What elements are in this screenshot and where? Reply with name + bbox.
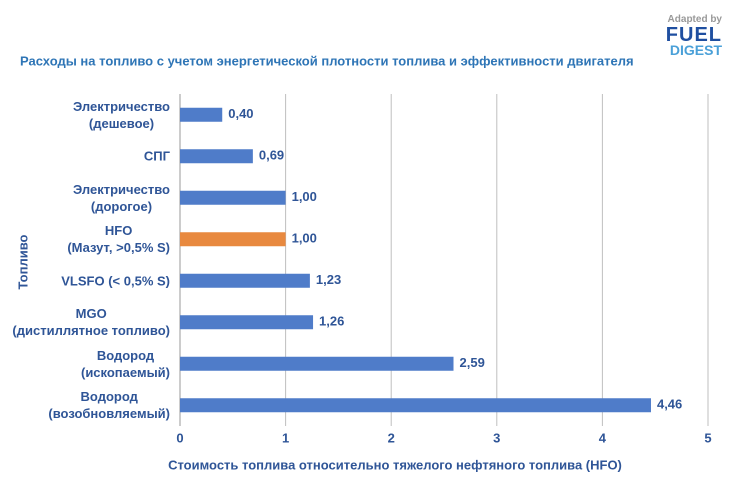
y-axis-label: Топливо	[15, 234, 30, 289]
x-tick-label: 4	[599, 430, 607, 445]
value-label: 1,00	[292, 231, 317, 246]
x-tick-label: 2	[388, 430, 395, 445]
y-tick-label: СПГ	[143, 148, 170, 164]
y-tick-label: HFO (Мазут, >0,5% S)	[67, 223, 170, 256]
y-tick-label: Водород (возобновляемый)	[48, 389, 170, 422]
value-label: 1,23	[316, 272, 341, 287]
x-tick-label: 1	[282, 430, 289, 445]
logo-text: FUEL	[665, 24, 722, 46]
x-axis-label: Стоимость топлива относительно тяжелого …	[168, 457, 622, 472]
value-label: 0,69	[259, 148, 284, 163]
value-label: 4,46	[657, 397, 682, 412]
y-tick-label: Электричество (дешевое)	[72, 98, 170, 131]
x-tick-label: 0	[176, 430, 183, 445]
y-tick-label: Электричество (дорогое)	[72, 181, 170, 214]
value-label: 0,40	[228, 106, 253, 121]
x-tick-label: 3	[493, 430, 500, 445]
value-label: 2,59	[460, 355, 485, 370]
logo-text: DIGEST	[669, 42, 722, 58]
bar	[180, 232, 286, 247]
bar	[180, 315, 314, 330]
chart-title: Расходы на топливо с учетом энергетическ…	[20, 53, 634, 68]
logo-text: Adapted by	[667, 14, 722, 25]
y-tick-label: VLSFO (< 0,5% S)	[61, 273, 170, 289]
bar	[180, 398, 651, 413]
x-tick-label: 5	[704, 430, 711, 445]
value-label: 1,26	[319, 314, 344, 329]
bar	[180, 273, 310, 288]
bar	[180, 356, 454, 371]
bar	[180, 107, 223, 122]
y-tick-label: MGO (дистиллятное топливо)	[12, 306, 170, 339]
y-tick-label: Водород (ископаемый)	[80, 347, 170, 380]
bar	[180, 190, 286, 205]
value-label: 1,00	[292, 189, 317, 204]
bar	[180, 149, 253, 164]
